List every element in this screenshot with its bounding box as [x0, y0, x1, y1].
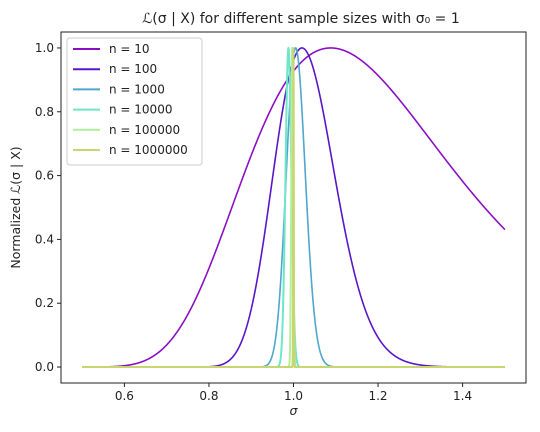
chart-title: ℒ(σ | X) for different sample sizes with…: [142, 11, 460, 27]
series-line: [81, 46, 506, 369]
legend-label: n = 100000: [109, 123, 180, 137]
x-tick-label: 0.8: [199, 389, 218, 403]
y-tick-label: 1.0: [35, 41, 54, 55]
legend-label: n = 10000: [109, 103, 172, 117]
x-tick-label: 1.2: [368, 389, 387, 403]
y-axis: 0.0 0.2 0.4 0.6 0.8 1.0: [35, 41, 61, 374]
y-tick-label: 0.0: [35, 360, 54, 374]
series-layer: [81, 46, 506, 369]
y-tick-label: 0.4: [35, 232, 54, 246]
y-axis-label: Normalized ℒ(σ | X): [8, 146, 23, 268]
x-tick-label: 1.4: [453, 389, 472, 403]
legend-box: [66, 37, 203, 166]
x-axis-label: σ: [290, 403, 299, 418]
x-tick-label: 1.0: [284, 389, 303, 403]
legend-label: n = 10: [109, 42, 150, 56]
legend-label: n = 100: [109, 62, 157, 76]
y-tick-label: 0.8: [35, 105, 54, 119]
x-tick-label: 0.6: [115, 389, 134, 403]
legend-label: n = 1000000: [109, 143, 188, 157]
y-tick-label: 0.6: [35, 169, 54, 183]
y-tick-label: 0.2: [35, 296, 54, 310]
legend-label: n = 1000: [109, 82, 165, 96]
legend: n = 10 n = 100 n = 1000 n = 10000 n = 100000…: [66, 37, 203, 166]
x-axis: 0.6 0.8 1.0 1.2 1.4: [115, 383, 472, 403]
